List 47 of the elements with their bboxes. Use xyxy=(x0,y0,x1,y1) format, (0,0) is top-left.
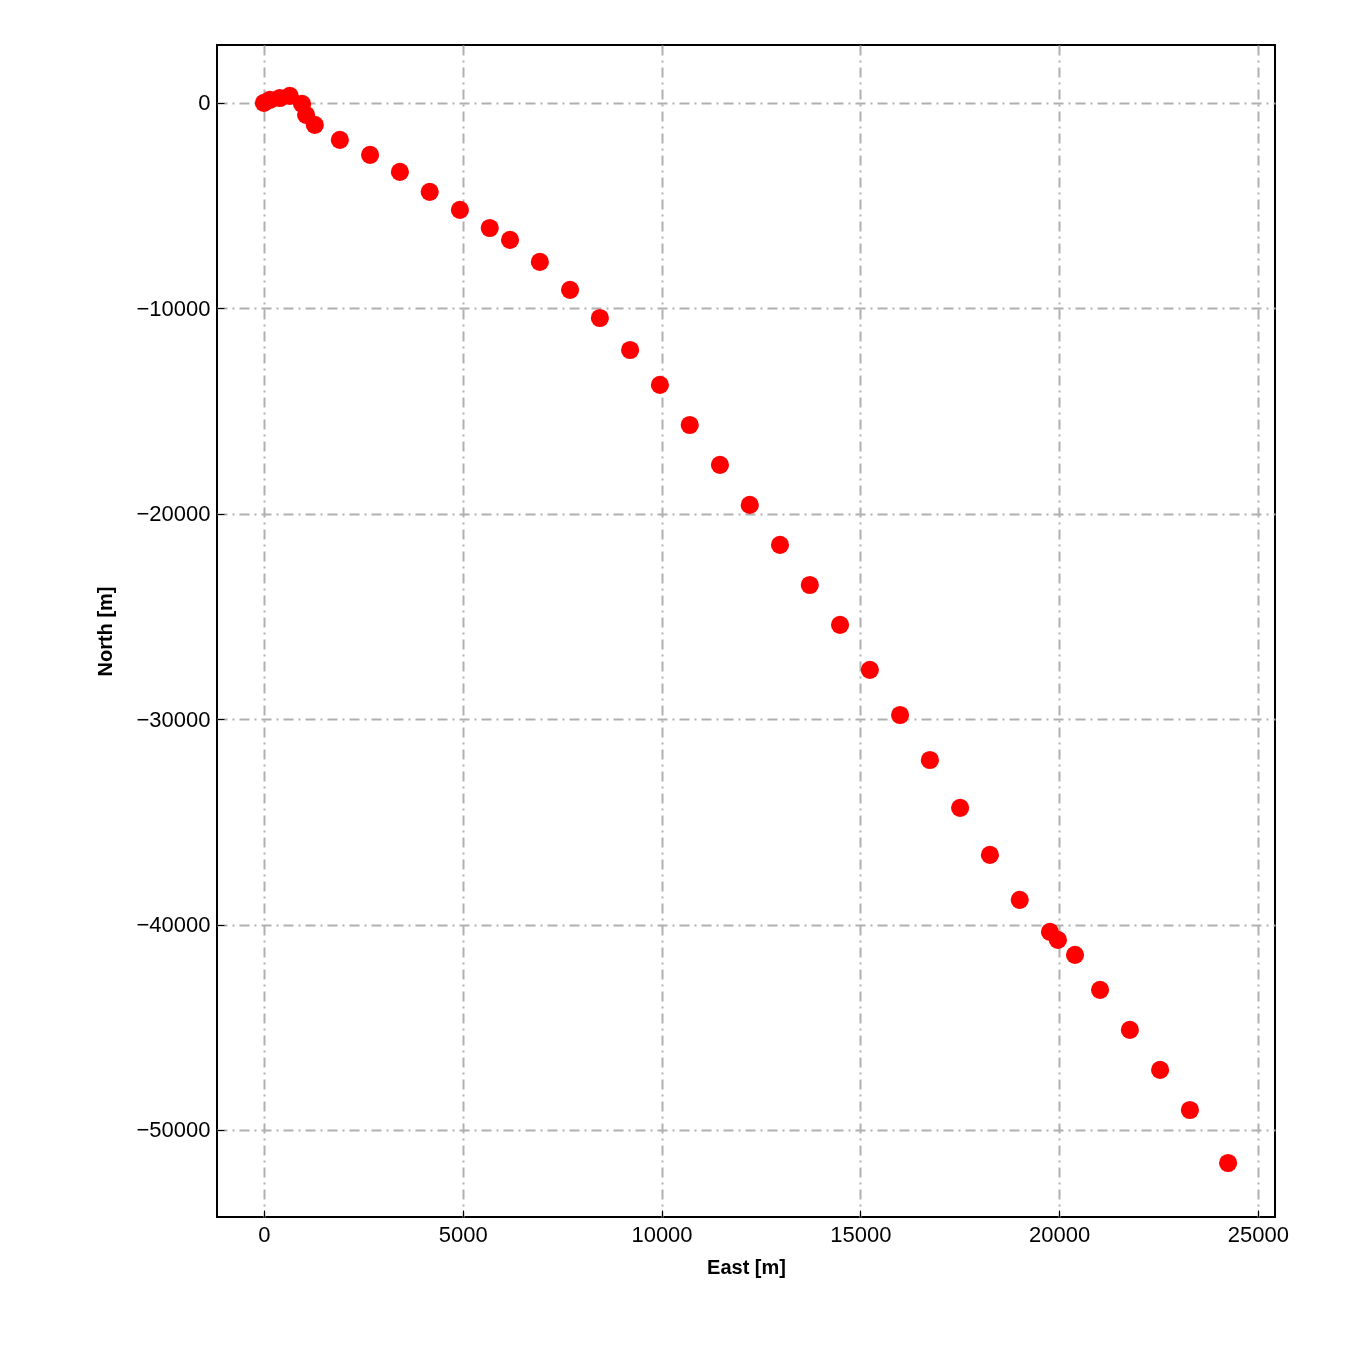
point xyxy=(560,280,580,299)
point xyxy=(1219,1153,1238,1173)
x-axis-title: East [m] xyxy=(707,1255,786,1278)
point xyxy=(530,252,549,271)
point xyxy=(710,455,730,474)
point xyxy=(330,130,349,149)
point xyxy=(621,340,640,360)
point xyxy=(890,705,910,725)
x-tick-label: 0 xyxy=(258,1221,271,1247)
point xyxy=(830,615,850,634)
point xyxy=(1065,945,1085,964)
point xyxy=(770,535,790,554)
point xyxy=(280,86,299,105)
point xyxy=(500,230,520,249)
point xyxy=(1048,930,1067,949)
point xyxy=(680,415,699,435)
y-tick-label: −40000 xyxy=(136,912,211,938)
x-tick-label: 20000 xyxy=(1029,1221,1091,1247)
point xyxy=(800,575,819,595)
y-tick-label: −50000 xyxy=(136,1117,211,1143)
point xyxy=(1180,1100,1199,1120)
point xyxy=(1120,1020,1139,1039)
y-tick-label: −10000 xyxy=(136,295,211,321)
x-tick-label: 25000 xyxy=(1227,1221,1289,1247)
x-tick-label: 5000 xyxy=(438,1221,488,1247)
point xyxy=(1010,890,1029,909)
point xyxy=(480,218,499,238)
point xyxy=(650,375,669,394)
point xyxy=(920,750,939,770)
point xyxy=(390,162,409,181)
y-tick-label: −30000 xyxy=(136,706,211,732)
y-tick-label: 0 xyxy=(198,90,211,116)
point xyxy=(360,145,380,164)
point xyxy=(1151,1060,1170,1079)
point xyxy=(951,798,970,817)
x-tick-label: 10000 xyxy=(631,1221,693,1247)
point xyxy=(740,495,759,514)
point xyxy=(305,115,324,134)
point xyxy=(860,660,879,679)
y-tick-label: −20000 xyxy=(136,501,211,527)
point xyxy=(590,308,609,328)
point xyxy=(1090,980,1110,999)
point xyxy=(450,200,470,219)
point xyxy=(980,845,1000,864)
point xyxy=(420,182,439,201)
y-axis-title: North [m] xyxy=(94,586,117,677)
x-tick-label: 15000 xyxy=(830,1221,892,1247)
